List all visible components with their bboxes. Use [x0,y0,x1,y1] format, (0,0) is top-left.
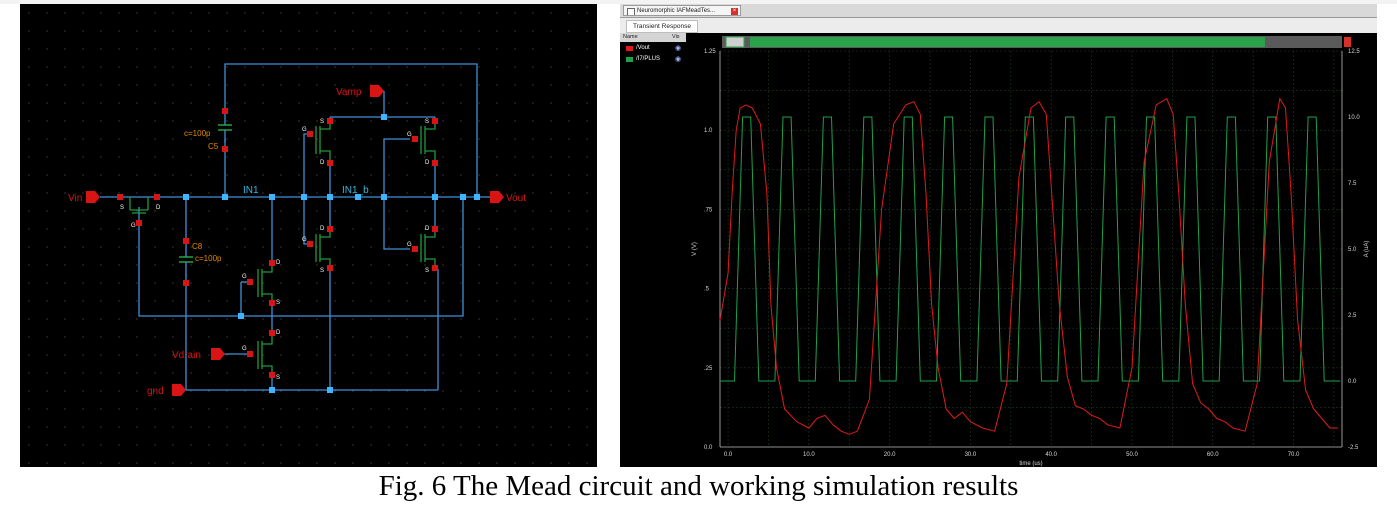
y-tick-label: .25 [704,366,713,372]
y2-tick-label: 5.0 [1348,247,1357,253]
cap-c8-name: C8 [192,242,203,251]
x-tick-label: 30.0 [965,452,977,458]
y2-tick-label: -2.5 [1348,445,1359,451]
svg-text:S: S [120,205,124,211]
y2-tick-label: 10.0 [1348,115,1360,121]
x-tick-label: 0.0 [724,452,733,458]
trace-legend-panel: Name Vis /Vout ◉ /I7/PLUS ◉ [620,33,687,467]
label-vin: Vin [68,193,82,204]
legend-swatch [626,46,633,51]
y-tick-label: 0.0 [704,445,713,451]
x-tick-label: 70.0 [1288,452,1300,458]
svg-text:D: D [425,226,430,232]
vdrain-pin [211,348,225,360]
x-tick-label: 40.0 [1045,452,1057,458]
y-tick-label: .75 [704,207,713,213]
cap-c5-name: C5 [208,142,219,151]
tab-neuromorphic[interactable]: Neuromorphic IAFMeadTes... × [623,5,741,16]
scroll-close-icon[interactable] [1344,37,1351,47]
io-pins [86,85,504,396]
schematic-junctions [183,114,480,393]
x-tick-label: 20.0 [884,452,896,458]
legend-item-label: /I7/PLUS [636,56,661,62]
y2-axis-label: A (uA) [1364,241,1370,258]
series-line-vout [719,98,1338,435]
y2-tick-label: 7.5 [1348,181,1357,187]
transient-plot[interactable]: 0.0 10.0 20.0 30.0 40.0 50.0 60.0 70.0 0.0 .25 .5.… [686,33,1377,467]
y2-tick-label: 0.0 [1348,379,1357,385]
svg-text:S: S [425,119,429,125]
cap-c8-value: c=100p [195,254,222,263]
tab-transient-response[interactable]: Transient Response [626,20,698,33]
svg-text:G: G [131,223,136,229]
svg-text:D: D [276,260,281,266]
svg-text:D: D [156,205,161,211]
plot-axis-labels: 0.0 10.0 20.0 30.0 40.0 50.0 60.0 70.0 0.0 .25 .5.… [692,49,1370,467]
gnd-pin [172,384,186,396]
y-tick-label: 1.25 [704,49,716,55]
mead-circuit-schematic: S D G S D G D S G S D G D S G D S G D S G Vin Vout Vam… [20,4,597,467]
x-tick-label: 10.0 [803,452,815,458]
vin-pin [86,191,100,203]
net-label-in1-b: IN1_b [342,185,369,196]
svg-text:G: G [302,127,307,133]
svg-text:G: G [242,274,247,280]
svg-text:D: D [425,160,430,166]
x-tick-label: 50.0 [1126,452,1138,458]
sub-toolbar: Transient Response [620,18,1377,34]
label-vout: Vout [506,193,526,204]
top-strip [0,0,1397,4]
tab-title: Neuromorphic IAFMeadTes... [637,8,716,14]
legend-item-label: /Vout [636,45,650,51]
plot-series [719,98,1341,435]
eye-icon[interactable]: ◉ [675,45,682,52]
svg-text:G: G [242,346,247,352]
schematic-canvas: S D G S D G D S G S D G D S G D S G D S G Vin Vout Vam… [20,4,597,467]
tab-bar: Neuromorphic IAFMeadTes... × [620,4,1377,18]
time-scrollbar-thumb[interactable] [750,37,1265,47]
svg-text:G: G [407,132,412,138]
scroll-handle-icon[interactable] [725,36,745,48]
y-axis-label: V (V) [692,242,698,256]
eye-icon[interactable]: ◉ [675,56,682,63]
legend-swatch [626,57,633,62]
svg-text:D: D [320,226,325,232]
figure-caption: Fig. 6 The Mead circuit and working simu… [378,470,1019,502]
svg-text:S: S [320,119,324,125]
legend-header: Name Vis [620,33,686,42]
y-tick-label: 1.0 [704,128,713,134]
label-vdrain: Vdrain [172,350,201,361]
svg-text:G: G [407,242,412,248]
document-icon [627,8,635,15]
svg-text:S: S [425,268,429,274]
x-tick-label: 60.0 [1207,452,1219,458]
label-gnd: gnd [147,386,164,397]
legend-item-plus[interactable]: /I7/PLUS ◉ [620,55,686,64]
device-terminals [117,108,438,378]
svg-text:G: G [302,237,307,243]
svg-text:D: D [320,160,325,166]
legend-header-name: Name [623,34,638,40]
svg-text:S: S [320,268,324,274]
net-label-in1: IN1 [243,185,259,196]
x-axis-label: time (us) [1019,461,1042,467]
y2-tick-label: 12.5 [1348,49,1360,55]
close-icon[interactable]: × [731,8,738,15]
vamp-pin [370,85,384,97]
vout-pin [490,191,504,203]
y-tick-label: .5 [704,287,710,293]
svg-text:S: S [276,300,280,306]
mos-transistors [129,124,436,376]
legend-item-vout[interactable]: /Vout ◉ [620,44,686,53]
svg-text:S: S [276,375,280,381]
legend-header-vis: Vis [672,34,680,40]
label-vamp: Vamp [336,87,362,98]
simulation-window: Neuromorphic IAFMeadTes... × Transient R… [620,4,1377,467]
svg-text:D: D [276,330,281,336]
cap-c5-value: c=100p [184,129,211,138]
y2-tick-label: 2.5 [1348,313,1357,319]
